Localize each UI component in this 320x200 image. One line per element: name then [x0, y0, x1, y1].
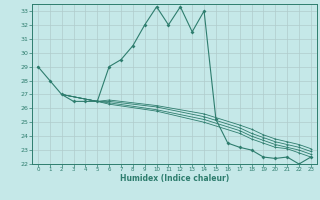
X-axis label: Humidex (Indice chaleur): Humidex (Indice chaleur)	[120, 174, 229, 183]
